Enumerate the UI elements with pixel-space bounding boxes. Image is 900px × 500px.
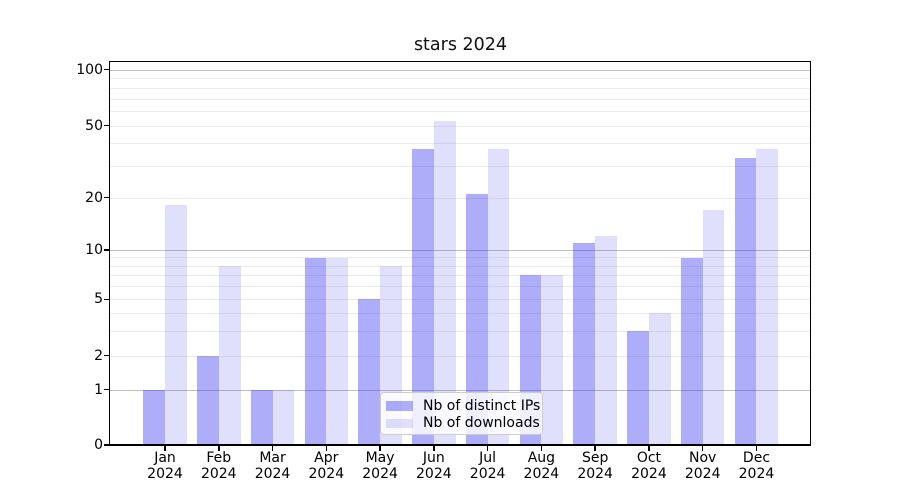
gridline-minor-4 bbox=[110, 312, 810, 314]
gridline-minor-20 bbox=[110, 197, 810, 199]
x-tick-mark-may bbox=[379, 446, 381, 451]
y-tick-mark-50 bbox=[103, 124, 109, 127]
chart-title: stars 2024 bbox=[413, 35, 508, 55]
gridline-minor-9 bbox=[110, 257, 810, 259]
legend-swatch-distinct-ips bbox=[386, 401, 413, 411]
x-tick-mark-jul bbox=[486, 446, 489, 451]
x-tick-label-nov: Nov 2024 bbox=[684, 450, 721, 482]
x-tick-mark-oct bbox=[648, 446, 650, 451]
bar-feb-distinct-ips bbox=[196, 355, 219, 445]
gridline-minor-90 bbox=[110, 78, 810, 80]
bar-jun-downloads bbox=[433, 121, 456, 445]
x-tick-label-dec: Dec 2024 bbox=[738, 450, 775, 482]
gridline-minor-7 bbox=[110, 275, 810, 277]
y-tick-mark-2 bbox=[103, 354, 109, 357]
y-tick-label-1: 1 bbox=[94, 381, 103, 398]
bar-sep-downloads bbox=[595, 236, 617, 445]
bar-jun-distinct-ips bbox=[412, 149, 434, 445]
y-tick-label-0: 0 bbox=[94, 437, 103, 453]
x-tick-label-sep: Sep 2024 bbox=[577, 450, 613, 482]
x-tick-label-jun: Jun 2024 bbox=[416, 450, 452, 482]
bar-oct-distinct-ips bbox=[627, 330, 649, 445]
x-tick-label-mar: Mar 2024 bbox=[254, 450, 291, 482]
x-tick-label-jan: Jan 2024 bbox=[147, 450, 183, 482]
bar-mar-distinct-ips bbox=[250, 389, 273, 445]
bar-feb-downloads bbox=[218, 265, 241, 445]
x-tick-mark-nov bbox=[701, 446, 704, 451]
x-tick-mark-mar bbox=[271, 446, 274, 451]
y-tick-mark-100 bbox=[103, 68, 109, 71]
y-tick-mark-1 bbox=[103, 388, 109, 391]
gridline-minor-8 bbox=[110, 265, 810, 267]
x-tick-label-may: May 2024 bbox=[362, 450, 398, 482]
bar-sep-distinct-ips bbox=[573, 242, 596, 445]
y-tick-mark-0 bbox=[103, 444, 109, 446]
bar-aug-downloads bbox=[541, 275, 564, 445]
x-tick-label-jul: Jul 2024 bbox=[469, 450, 506, 482]
legend-swatch-downloads bbox=[386, 418, 413, 428]
gridline-minor-50 bbox=[110, 125, 810, 127]
x-axis-spine bbox=[108, 444, 812, 447]
bar-dec-downloads bbox=[756, 149, 779, 445]
bar-oct-downloads bbox=[648, 313, 671, 445]
plot-area bbox=[110, 61, 810, 445]
x-tick-mark-jan bbox=[164, 446, 166, 451]
gridline-minor-70 bbox=[110, 98, 810, 100]
bar-nov-distinct-ips bbox=[680, 257, 703, 445]
y-tick-label-100: 100 bbox=[76, 61, 103, 78]
gridline-minor-30 bbox=[110, 165, 810, 167]
y-tick-label-50: 50 bbox=[85, 117, 103, 134]
gridline-major-10 bbox=[110, 250, 810, 251]
gridline-minor-60 bbox=[110, 110, 810, 112]
gridline-major-100 bbox=[110, 69, 810, 71]
gridline-minor-5 bbox=[110, 299, 810, 301]
x-tick-mark-jun bbox=[433, 446, 435, 451]
bar-jan-downloads bbox=[165, 205, 187, 445]
x-tick-mark-feb bbox=[217, 446, 220, 451]
legend-label-downloads: Nb of downloads bbox=[423, 415, 540, 432]
bar-jan-distinct-ips bbox=[143, 389, 165, 445]
gridline-major-1 bbox=[110, 389, 810, 391]
x-tick-label-feb: Feb 2024 bbox=[200, 450, 237, 482]
bar-mar-downloads bbox=[272, 389, 295, 445]
x-tick-label-apr: Apr 2024 bbox=[308, 450, 345, 482]
legend: Nb of distinct IPs Nb of downloads bbox=[380, 392, 543, 435]
y-tick-label-10: 10 bbox=[85, 242, 103, 258]
y-axis-spine bbox=[108, 61, 111, 446]
gridline-minor-40 bbox=[110, 143, 810, 145]
top-spine bbox=[108, 61, 812, 63]
x-tick-label-aug: Aug 2024 bbox=[523, 450, 560, 482]
bar-jul-downloads bbox=[487, 149, 510, 445]
legend-item-downloads: Nb of downloads bbox=[381, 415, 542, 433]
x-tick-mark-apr bbox=[325, 446, 328, 451]
gridline-minor-3 bbox=[110, 330, 810, 332]
y-tick-mark-20 bbox=[103, 196, 109, 199]
gridline-minor-2 bbox=[110, 355, 810, 357]
gridline-minor-6 bbox=[110, 286, 810, 288]
bar-may-distinct-ips bbox=[358, 299, 381, 445]
x-tick-mark-aug bbox=[540, 446, 543, 451]
bar-jul-distinct-ips bbox=[465, 193, 488, 445]
legend-item-distinct-ips: Nb of distinct IPs bbox=[381, 397, 542, 415]
x-tick-label-oct: Oct 2024 bbox=[631, 450, 667, 482]
x-tick-mark-dec bbox=[755, 446, 758, 451]
bar-dec-distinct-ips bbox=[734, 158, 757, 445]
y-tick-label-20: 20 bbox=[85, 189, 103, 206]
bar-apr-distinct-ips bbox=[304, 257, 327, 445]
legend-label-distinct-ips: Nb of distinct IPs bbox=[423, 397, 541, 414]
y-tick-label-2: 2 bbox=[94, 347, 103, 364]
x-tick-mark-sep bbox=[594, 446, 596, 451]
y-tick-label-5: 5 bbox=[94, 291, 103, 308]
y-tick-mark-10 bbox=[103, 249, 109, 251]
y-tick-mark-5 bbox=[103, 298, 109, 301]
right-spine bbox=[810, 61, 812, 446]
gridline-minor-80 bbox=[110, 87, 810, 89]
bar-nov-downloads bbox=[702, 209, 725, 445]
bar-apr-downloads bbox=[326, 257, 349, 445]
